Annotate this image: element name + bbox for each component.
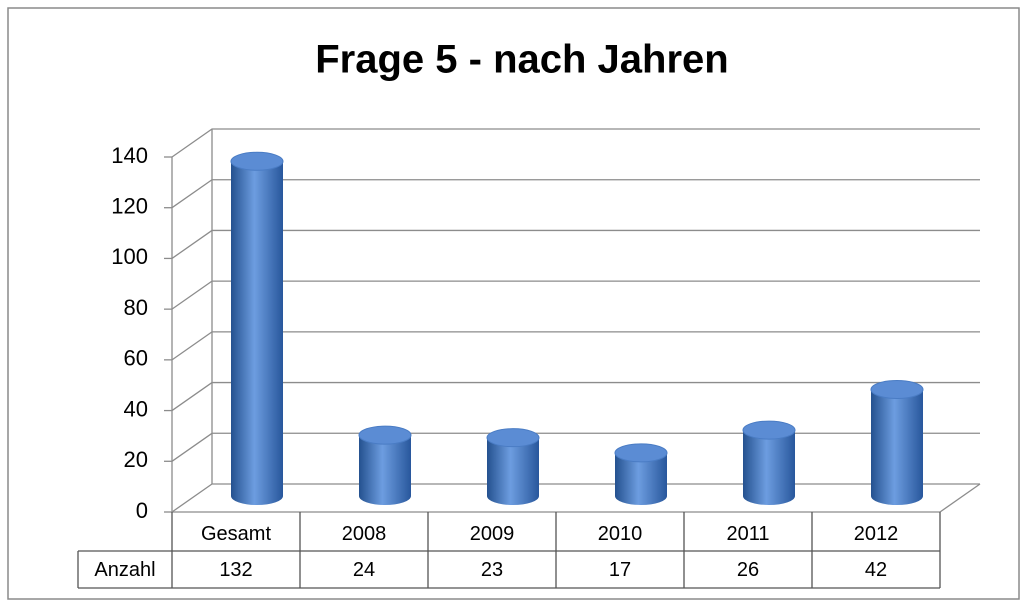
cylinder-top [614,443,668,463]
bar [358,425,412,505]
y-tick-label: 80 [124,295,148,320]
cylinder-top [230,151,284,171]
table-value: 132 [219,559,252,581]
bar [230,151,284,506]
x-tick-label: 2011 [726,523,769,545]
cylinder-body [743,430,795,505]
bar [614,443,668,505]
grid-line [171,128,980,158]
cylinder-top [486,428,540,448]
table-value: 23 [481,559,503,581]
cylinder-top [358,425,412,445]
grid-line [171,483,980,513]
cylinder-top [870,380,924,399]
bar [486,428,540,505]
x-tick-label: 2009 [470,523,515,545]
x-tick-label: 2008 [342,523,387,545]
table-value: 24 [353,559,375,581]
chart-frame [7,7,1020,600]
cylinder-body [231,161,283,506]
chart-title: Frage 5 - nach Jahren [315,38,728,82]
grid-line [171,229,980,259]
grid-line [171,381,980,412]
cylinder-body [615,452,667,505]
y-tick-label: 0 [136,498,148,523]
grid-line [171,432,980,462]
y-tick-label: 140 [111,143,148,168]
floor-edge [939,483,981,513]
grid-line [171,331,980,361]
y-tick-label: 20 [124,447,148,472]
y-tick-label: 120 [111,194,148,219]
legend-label: Anzahl [94,559,155,581]
x-tick-label: Gesamt [201,523,271,545]
bar [870,380,924,505]
table-value: 42 [865,559,887,581]
x-tick-label: 2010 [598,523,643,545]
table-value: 17 [609,559,631,581]
y-tick-label: 100 [111,244,148,269]
bar [742,420,796,505]
grid-line [171,179,980,209]
grid-line [171,280,980,310]
cylinder-body [871,389,923,505]
y-tick-label: 60 [124,346,148,371]
cylinder-top [742,420,796,440]
y-tick-label: 40 [124,396,148,421]
x-tick-label: 2012 [854,523,899,545]
cylinder-body [487,437,539,505]
table-value: 26 [737,559,759,581]
cylinder-body [359,435,411,505]
